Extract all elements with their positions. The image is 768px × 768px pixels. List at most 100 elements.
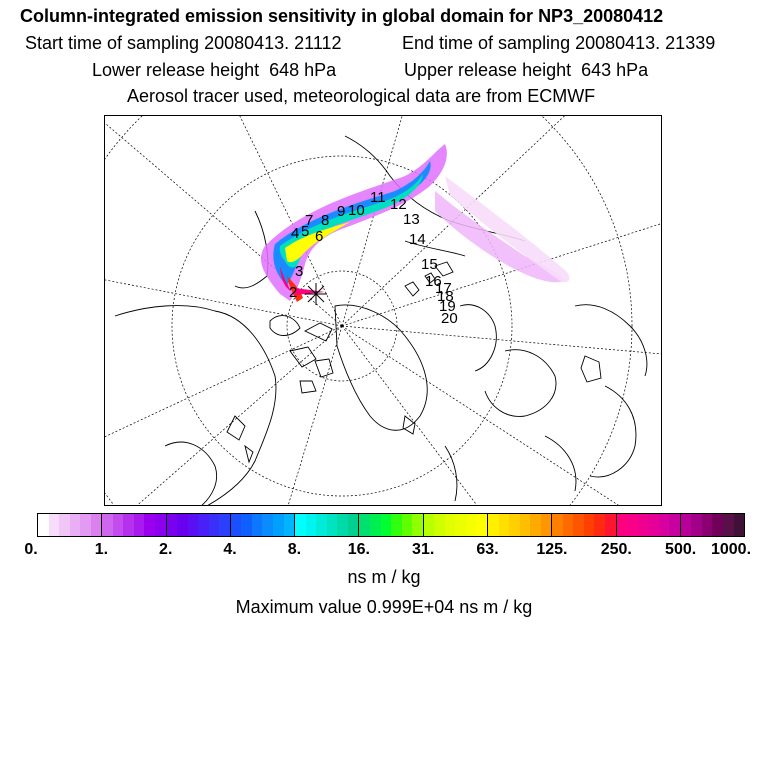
colorbar-tick-label: 125.: [536, 541, 568, 558]
colorbar-swatch: [59, 514, 70, 536]
colorbar-swatch: [155, 514, 166, 536]
graticule: [105, 116, 661, 505]
release-location-marker: [305, 283, 327, 305]
colorbar-tick-label: 31.: [412, 541, 435, 558]
colorbar-swatch: [691, 514, 702, 536]
colorbar-swatch: [90, 514, 102, 536]
day-label: 10: [348, 202, 365, 219]
day-label: 11: [370, 189, 386, 206]
colorbar-swatch: [434, 514, 445, 536]
colorbar-swatch: [198, 514, 209, 536]
colorbar-swatch: [165, 514, 178, 536]
colorbar-swatch: [48, 514, 60, 536]
colorbar-swatch: [658, 514, 670, 536]
day-label: 13: [403, 211, 420, 228]
lower-release-label: Lower release height 648 hPa: [92, 60, 337, 80]
colorbar-swatch: [326, 514, 338, 536]
day-label: 7: [305, 212, 313, 229]
colorbar-swatch: [208, 514, 220, 536]
tracer-info-label: Aerosol tracer used, meteorological data…: [127, 86, 596, 106]
map-panel: 2 3 4 5 6 7 8 9 10 11 12 13 14 15 16 17 18 19 20: [104, 115, 662, 506]
colorbar-tick-label: 2.: [159, 541, 173, 558]
colorbar-swatch: [486, 514, 499, 536]
colorbar-swatch: [347, 514, 359, 536]
colorbar-swatch: [540, 514, 552, 536]
colorbar-swatch: [444, 514, 456, 536]
colorbar-swatch: [551, 514, 563, 536]
colorbar-swatch: [262, 514, 274, 536]
colorbar: [37, 513, 745, 537]
day-label: 17: [435, 280, 452, 297]
colorbar-swatch: [498, 514, 510, 536]
map-title: Column-integrated emission sensitivity i…: [20, 6, 664, 26]
maximum-value-label: Maximum value 0.999E+04 ns m / kg: [235, 597, 533, 617]
colorbar-swatch: [648, 514, 659, 536]
colorbar-swatch: [562, 514, 574, 536]
colorbar-swatch: [455, 514, 466, 536]
colorbar-swatch: [337, 514, 348, 536]
colorbar-swatch: [401, 514, 413, 536]
colorbar-swatch: [712, 514, 723, 536]
colorbar-swatch: [187, 514, 199, 536]
colorbar-tick-label: 1000.: [710, 541, 752, 558]
colorbar-swatch: [133, 514, 145, 536]
colorbar-swatch: [112, 514, 124, 536]
colorbar-tick-label: 4.: [223, 541, 237, 558]
day-label: 19: [439, 298, 456, 315]
day-label: 3: [295, 263, 303, 280]
day-label: 18: [437, 288, 454, 305]
colorbar-swatch: [380, 514, 392, 536]
colorbar-swatch: [594, 514, 605, 536]
colorbar-swatch: [615, 514, 628, 536]
colorbar-swatch: [229, 514, 242, 536]
colorbar-swatch: [369, 514, 381, 536]
day-label: 9: [337, 203, 345, 220]
colorbar-swatch: [273, 514, 284, 536]
day-label: 4: [291, 225, 299, 242]
day-label: 6: [315, 228, 323, 245]
colorbar-swatch: [38, 514, 49, 536]
colorbar-tick-label: 500.: [665, 541, 697, 558]
colorbar-swatch: [733, 514, 745, 536]
colorbar-swatch: [80, 514, 91, 536]
colorbar-tick-label: 1.: [94, 541, 109, 558]
colorbar-swatch: [637, 514, 649, 536]
colorbar-swatch: [723, 514, 734, 536]
colorbar-swatch: [509, 514, 520, 536]
colorbar-swatch: [604, 514, 616, 536]
colorbar-tick-label: 0.: [24, 541, 38, 558]
colorbar-swatch: [305, 514, 317, 536]
upper-release-label: Upper release height 643 hPa: [404, 60, 649, 80]
colorbar-swatch: [679, 514, 692, 536]
day-label: 2: [289, 284, 297, 301]
colorbar-swatch: [177, 514, 188, 536]
day-label: 14: [409, 231, 426, 248]
colorbar-swatch: [669, 514, 680, 536]
emission-plume: [260, 144, 570, 302]
colorbar-swatch: [358, 514, 370, 536]
colorbar-swatch: [422, 514, 435, 536]
colorbar-swatch: [476, 514, 487, 536]
colorbar-swatch: [316, 514, 327, 536]
start-time-label: Start time of sampling 20080413. 21112: [25, 33, 342, 53]
colorbar-swatch: [573, 514, 584, 536]
colorbar-swatch: [627, 514, 638, 536]
colorbar-swatch: [283, 514, 295, 536]
colorbar-tick-label: 250.: [600, 541, 632, 558]
colorbar-unit-label: ns m / kg: [347, 567, 421, 587]
day-label: 16: [425, 273, 442, 290]
colorbar-swatch: [219, 514, 230, 536]
colorbar-swatch: [251, 514, 263, 536]
day-label: 20: [441, 310, 458, 327]
colorbar-tick-label: 16.: [347, 541, 370, 558]
day-label: 5: [301, 223, 309, 240]
colorbar-tick-label: 8.: [287, 541, 302, 558]
day-label: 8: [321, 212, 329, 229]
colorbar-swatch: [69, 514, 81, 536]
colorbar-tick-label: 63.: [476, 541, 499, 558]
colorbar-swatch: [241, 514, 252, 536]
colorbar-swatch: [144, 514, 156, 536]
end-time-label: End time of sampling 20080413. 21339: [402, 33, 716, 53]
